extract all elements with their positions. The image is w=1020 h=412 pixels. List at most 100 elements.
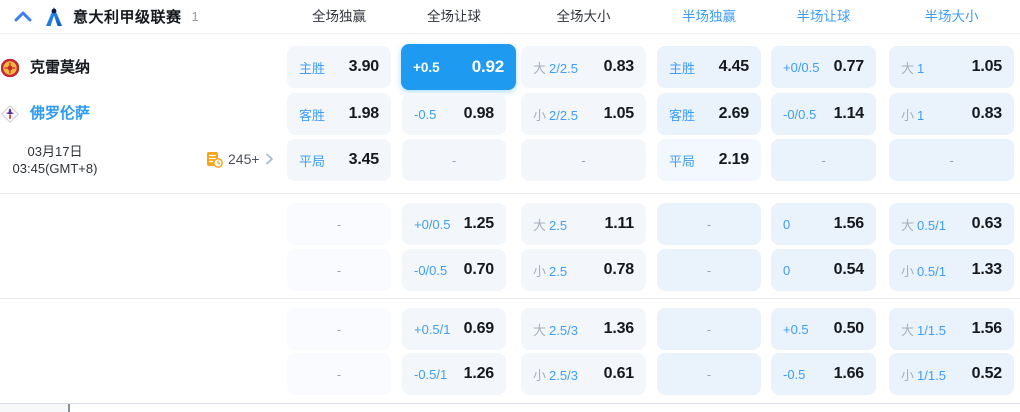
odds-cell[interactable]: 小 2.5 0.78	[521, 249, 646, 291]
odds-label: 小 2/2.5	[533, 107, 578, 123]
odds-cell[interactable]: 大 1/1.5 1.56	[889, 308, 1014, 350]
odds-cell[interactable]: 平局 3.45	[287, 139, 391, 181]
odds-cell[interactable]: 大 2.5/3 1.36	[521, 308, 646, 350]
odds-value: 0.98	[463, 105, 495, 122]
odds-cell[interactable]: 小 2/2.5 1.05	[521, 93, 646, 135]
no-odds-dash: -	[706, 321, 712, 337]
no-odds-dash: -	[706, 262, 712, 278]
odds-label: -0/0.5	[414, 262, 448, 278]
odds-label: 小 0.5/1	[901, 263, 946, 279]
odds-value: 0.83	[971, 105, 1003, 122]
odds-label: 小 2.5	[533, 263, 568, 279]
odds-label: +0/0.5	[783, 59, 820, 75]
odds-label: 客胜	[669, 107, 696, 123]
league-title-group[interactable]: 意大利甲级联赛 1	[73, 0, 199, 33]
over-under-prefix: 大	[901, 60, 915, 76]
odds-value: 1.14	[833, 105, 865, 122]
odds-label: -0.5/1	[414, 366, 448, 382]
odds-label: 主胜	[669, 60, 696, 76]
odds-cell-empty: -	[657, 353, 761, 395]
odds-cell[interactable]: 小 0.5/1 1.33	[889, 249, 1014, 291]
odds-cell[interactable]: 客胜 1.98	[287, 93, 391, 135]
odds-cell-selected[interactable]: +0.5 0.92	[401, 44, 516, 90]
group-divider	[0, 298, 1020, 299]
odds-label: 主胜	[299, 60, 326, 76]
column-header-5: 半场让球	[796, 9, 851, 24]
odds-cell[interactable]: 0 0.54	[771, 249, 876, 291]
home-team-crest-icon	[1, 59, 19, 77]
over-under-prefix: 小	[901, 263, 915, 279]
odds-cell-empty: -	[402, 139, 506, 181]
odds-cell[interactable]: +0.5 0.50	[771, 308, 876, 350]
odds-label: +0.5	[783, 321, 809, 337]
odds-value: 0.54	[833, 261, 865, 278]
odds-label: +0.5	[413, 59, 440, 75]
column-header-1: 全场独赢	[312, 9, 366, 24]
column-header-3: 全场大小	[556, 9, 611, 24]
over-under-prefix: 大	[533, 322, 547, 338]
odds-cell[interactable]: 大 2/2.5 0.83	[521, 46, 646, 88]
over-under-prefix: 小	[533, 263, 547, 279]
odds-label: 小 1/1.5	[901, 367, 946, 383]
no-odds-dash: -	[949, 152, 954, 168]
odds-cell[interactable]: +0/0.5 0.77	[771, 46, 876, 88]
odds-cell[interactable]: -0.5 1.66	[771, 353, 876, 395]
odds-cell[interactable]: -0/0.5 0.70	[402, 249, 506, 291]
away-team-crest-icon	[1, 105, 19, 123]
odds-cell[interactable]: 大 0.5/1 0.63	[889, 203, 1014, 245]
odds-value: 1.33	[971, 261, 1003, 278]
odds-cell[interactable]: -0.5/1 1.26	[402, 353, 506, 395]
odds-cell[interactable]: 大 1 1.05	[889, 46, 1014, 88]
odds-value: 1.11	[604, 215, 635, 232]
league-match-count: 1	[191, 9, 199, 24]
odds-label: +0.5/1	[414, 321, 451, 337]
chevron-right-icon	[265, 153, 273, 165]
odds-cell[interactable]: 客胜 2.69	[657, 93, 761, 135]
no-odds-dash: -	[336, 216, 342, 232]
odds-cell[interactable]: 小 1/1.5 0.52	[889, 353, 1014, 395]
odds-cell-empty: -	[287, 203, 391, 245]
odds-cell-empty: -	[657, 203, 761, 245]
odds-cell[interactable]: 小 2.5/3 0.61	[521, 353, 646, 395]
away-team-name[interactable]: 佛罗伦萨	[30, 105, 91, 122]
odds-label: 大 0.5/1	[901, 217, 946, 233]
no-odds-dash: -	[451, 152, 457, 168]
odds-value: 0.92	[471, 57, 504, 76]
over-under-prefix: 小	[533, 367, 547, 383]
odds-cell[interactable]: 小 1 0.83	[889, 93, 1014, 135]
odds-value: 2.19	[718, 151, 750, 168]
odds-value: 0.83	[603, 58, 635, 75]
odds-value: 1.05	[971, 58, 1003, 75]
collapse-chevron-up-icon[interactable]	[14, 9, 32, 25]
match-date: 03月17日	[27, 144, 83, 159]
odds-cell[interactable]: +0.5/1 0.69	[402, 308, 506, 350]
odds-cell[interactable]: 主胜 3.90	[287, 46, 391, 88]
odds-cell-empty: -	[287, 308, 391, 350]
home-team-name[interactable]: 克雷莫纳	[30, 59, 91, 76]
odds-value: 0.78	[603, 261, 635, 278]
markets-count: 245+	[228, 151, 260, 167]
odds-value: 3.90	[348, 58, 380, 75]
odds-cell[interactable]: -0.5 0.98	[402, 93, 506, 135]
odds-label: 0	[783, 216, 791, 232]
next-section-edge	[0, 404, 68, 412]
odds-value: 0.52	[971, 365, 1003, 382]
odds-cell[interactable]: 0 1.56	[771, 203, 876, 245]
more-markets-link[interactable]: 245+	[206, 148, 274, 170]
odds-cell[interactable]: -0/0.5 1.14	[771, 93, 876, 135]
no-odds-dash: -	[336, 366, 342, 382]
no-odds-dash: -	[336, 321, 342, 337]
odds-cell[interactable]: 大 2.5 1.11	[521, 203, 646, 245]
odds-value: 0.77	[833, 58, 865, 75]
odds-cell-empty: -	[657, 249, 761, 291]
odds-value: 1.98	[348, 105, 380, 122]
odds-cell[interactable]: 主胜 4.45	[657, 46, 761, 88]
odds-label: 平局	[299, 153, 326, 169]
odds-cell[interactable]: 平局 2.19	[657, 139, 761, 181]
match-datetime: 03月17日 03:45(GMT+8)	[0, 143, 122, 177]
odds-cell[interactable]: +0/0.5 1.25	[402, 203, 506, 245]
odds-label: +0/0.5	[414, 216, 451, 232]
odds-value: 4.45	[718, 58, 750, 75]
